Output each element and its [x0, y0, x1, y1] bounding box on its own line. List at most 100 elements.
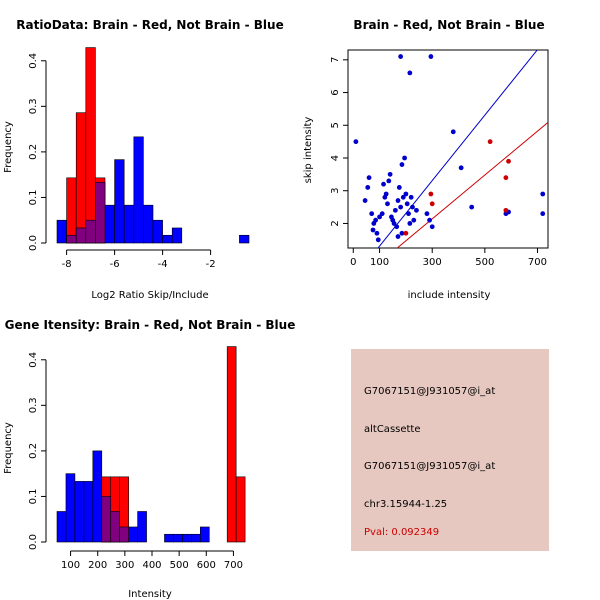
ratio-histogram-ylabel: Frequency — [3, 121, 14, 173]
scatter-point-blue — [386, 178, 392, 184]
scatter-point-blue — [402, 155, 407, 161]
x-tick-label: 300 — [115, 560, 134, 571]
scatter-point-blue — [540, 211, 546, 217]
histogram-bar-overlap — [95, 182, 106, 244]
histogram-bar-blue — [74, 481, 85, 543]
histogram-bar-blue — [143, 204, 154, 244]
y-tick-label: 3 — [330, 188, 341, 194]
scatter-point-blue — [540, 191, 546, 197]
scatter-title: Brain - Red, Not Brain - Blue — [353, 18, 544, 32]
x-tick-label: 500 — [475, 257, 494, 268]
histogram-bar-blue — [114, 159, 125, 244]
ratio-histogram-xlabel: Log2 Ratio Skip/Include — [91, 290, 208, 301]
scatter-point-red — [487, 139, 493, 145]
histogram-bar-blue — [56, 511, 67, 543]
scatter-point-blue — [406, 211, 411, 217]
histogram-bar-blue — [182, 533, 192, 543]
scatter-point-blue — [424, 211, 430, 217]
scatter-point-blue — [375, 237, 381, 243]
x-tick-label: 0 — [350, 257, 356, 268]
x-tick-label: -2 — [206, 259, 216, 270]
scatter-point-blue — [395, 198, 401, 203]
histogram-bar-overlap — [110, 511, 121, 543]
scatter-point-red — [503, 175, 509, 181]
y-tick-label: 0.2 — [28, 443, 39, 459]
scatter-point-blue — [428, 54, 434, 59]
scatter-point-blue — [398, 204, 404, 210]
histogram-bar-blue — [191, 533, 201, 543]
info-panel: G7067151@J931057@i_at altCassette G70671… — [351, 349, 549, 551]
x-tick-label: 100 — [61, 560, 80, 571]
x-tick-label: 300 — [423, 257, 442, 268]
scatter-point-blue — [370, 227, 376, 233]
histogram-bar-blue — [200, 526, 210, 543]
histogram-bar-red — [85, 47, 96, 244]
histogram-bar-red — [66, 177, 77, 244]
scatter-point-blue — [362, 198, 368, 203]
scatter-point-blue — [408, 194, 414, 200]
histogram-bar-blue — [123, 204, 135, 244]
scatter-point-blue — [365, 185, 371, 190]
y-tick-label: 0.4 — [28, 53, 39, 69]
histogram-bar-blue — [171, 227, 183, 244]
y-tick-label: 0.1 — [28, 488, 39, 504]
scatter-point-blue — [395, 234, 401, 239]
scatter-point-blue — [383, 191, 389, 197]
genomic-location: chr3.15944-1.25 — [364, 499, 448, 510]
histogram-bar-blue — [92, 450, 103, 543]
scatter-point-blue — [385, 201, 390, 207]
scatter-point-red — [506, 158, 511, 164]
histogram-bar-overlap — [75, 227, 87, 244]
scatter-point-blue — [414, 207, 419, 213]
scatter-fit-line — [377, 50, 538, 248]
histogram-bar-red — [75, 112, 87, 244]
x-tick-label: 700 — [224, 560, 243, 571]
intensity-histogram-ylabel: Frequency — [3, 422, 14, 474]
scatter-point-red — [428, 191, 434, 197]
x-tick-label: 200 — [88, 560, 107, 571]
scatter-point-blue — [377, 214, 382, 220]
y-tick-label: 0.4 — [28, 352, 39, 368]
intensity-histogram-xlabel: Intensity — [128, 589, 172, 600]
intensity-histogram-title: Gene Itensity: Brain - Red, Not Brain - … — [5, 318, 296, 332]
x-tick-label: 400 — [142, 560, 161, 571]
histogram-bar-blue — [239, 234, 250, 244]
y-tick-label: 6 — [330, 89, 341, 95]
scatter-point-blue — [396, 185, 402, 190]
histogram-bar-overlap — [101, 496, 112, 543]
y-tick-label: 4 — [330, 155, 341, 161]
histogram-bar-blue — [56, 219, 67, 244]
histogram-bar-overlap — [66, 234, 77, 244]
histogram-bar-blue — [137, 511, 147, 543]
scatter-point-blue — [400, 194, 406, 200]
scatter-point-blue — [392, 207, 398, 213]
scatter-point-blue — [398, 54, 404, 59]
scatter-point-blue — [411, 217, 417, 223]
histogram-bar-overlap — [85, 219, 96, 244]
scatter-point-blue — [399, 162, 405, 167]
scatter-point-blue — [379, 211, 385, 217]
scatter-point-blue — [450, 129, 456, 135]
intensity-histogram: Gene Itensity: Brain - Red, Not Brain - … — [3, 318, 295, 600]
histogram-bar-blue — [164, 533, 174, 543]
scatter-point-blue — [366, 175, 372, 181]
histogram-bar-blue — [128, 526, 138, 543]
histogram-bar-blue — [152, 219, 163, 244]
scatter-point-red — [503, 207, 509, 213]
y-tick-label: 0.3 — [28, 397, 39, 413]
x-tick-label: 500 — [170, 560, 189, 571]
scatter-point-blue — [403, 191, 409, 197]
y-tick-label: 7 — [330, 57, 341, 63]
histogram-bar-red — [235, 476, 246, 543]
scatter-point-blue — [469, 204, 475, 210]
scatter-ylabel: skip intensity — [303, 117, 314, 184]
y-tick-label: 0.2 — [28, 144, 39, 160]
intensity-scatter: Brain - Red, Not Brain - Blue include in… — [303, 18, 549, 301]
probe-id-1: G7067151@J931057@i_at — [364, 386, 496, 397]
y-tick-label: 0.3 — [28, 98, 39, 114]
scatter-point-blue — [404, 201, 410, 207]
x-tick-label: 100 — [370, 257, 389, 268]
x-tick-label: -4 — [158, 259, 168, 270]
ratio-histogram-title: RatioData: Brain - Red, Not Brain - Blue — [16, 18, 283, 32]
scatter-point-blue — [407, 221, 413, 226]
